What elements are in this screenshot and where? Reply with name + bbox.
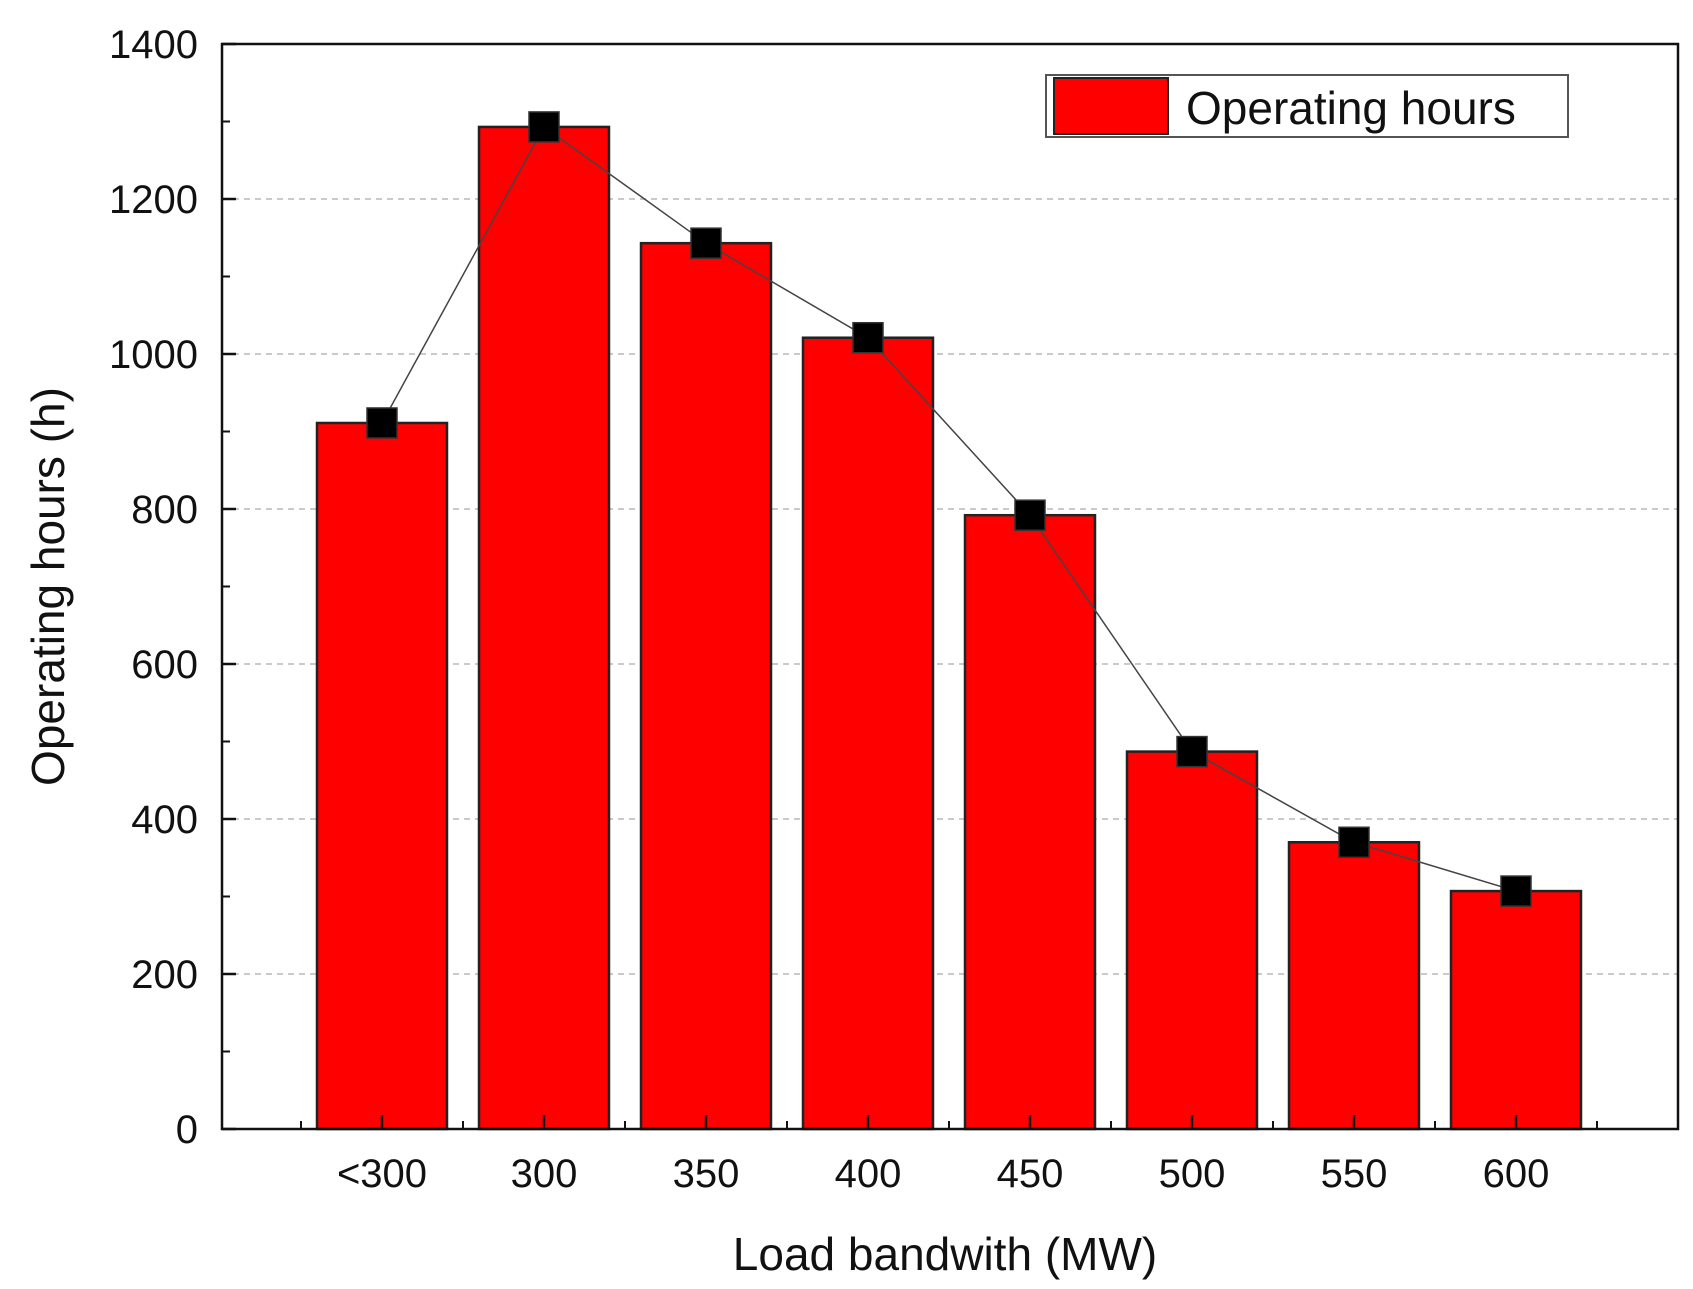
x-tick-label: <300	[337, 1152, 427, 1196]
x-axis-title: Load bandwith (MW)	[733, 1228, 1157, 1280]
x-tick-label: 550	[1321, 1152, 1388, 1196]
data-marker	[690, 227, 722, 259]
data-marker	[852, 321, 884, 354]
x-tick-labels: <300 300 350 400 450 500 550 600	[337, 1152, 1549, 1196]
gridlines	[222, 198, 1678, 975]
x-tick-label: 350	[673, 1152, 740, 1196]
connector-line	[381, 125, 1517, 892]
data-marker	[1014, 499, 1046, 531]
axis-ticks	[222, 42, 1598, 1131]
x-tick-label: 450	[997, 1152, 1064, 1196]
y-tick-label: 600	[131, 643, 198, 687]
bar	[315, 421, 449, 1131]
y-tick-label: 1400	[109, 23, 198, 67]
legend-label: Operating hours	[1186, 82, 1516, 134]
x-tick-label: 300	[511, 1152, 578, 1196]
data-marker	[1500, 875, 1532, 907]
x-tick-label: 400	[835, 1152, 902, 1196]
data-marker	[528, 111, 560, 143]
x-tick-label: 500	[1159, 1152, 1226, 1196]
y-tick-label: 400	[131, 798, 198, 842]
markers	[366, 111, 1532, 907]
bar	[477, 125, 611, 1131]
bar	[801, 336, 935, 1131]
y-tick-labels: 0 200 400 600 800 1000 1200 1400	[109, 23, 198, 1152]
legend: Operating hours	[1045, 74, 1569, 138]
bars	[315, 125, 1583, 1131]
series-line	[381, 125, 1517, 892]
data-marker	[366, 407, 398, 439]
legend-swatch	[1053, 77, 1169, 135]
y-tick-label: 1000	[109, 333, 198, 377]
y-tick-label: 800	[131, 488, 198, 532]
y-tick-label: 200	[131, 953, 198, 997]
bar	[1287, 841, 1421, 1131]
data-marker	[1338, 826, 1370, 858]
y-tick-label: 1200	[109, 178, 198, 222]
bar	[1449, 889, 1583, 1131]
y-axis-title: Operating hours (h)	[22, 387, 74, 786]
x-tick-label: 600	[1483, 1152, 1550, 1196]
bar	[963, 513, 1097, 1131]
data-marker	[1176, 735, 1208, 768]
bar	[639, 241, 773, 1131]
y-tick-label: 0	[176, 1108, 198, 1152]
bar	[1125, 750, 1259, 1131]
